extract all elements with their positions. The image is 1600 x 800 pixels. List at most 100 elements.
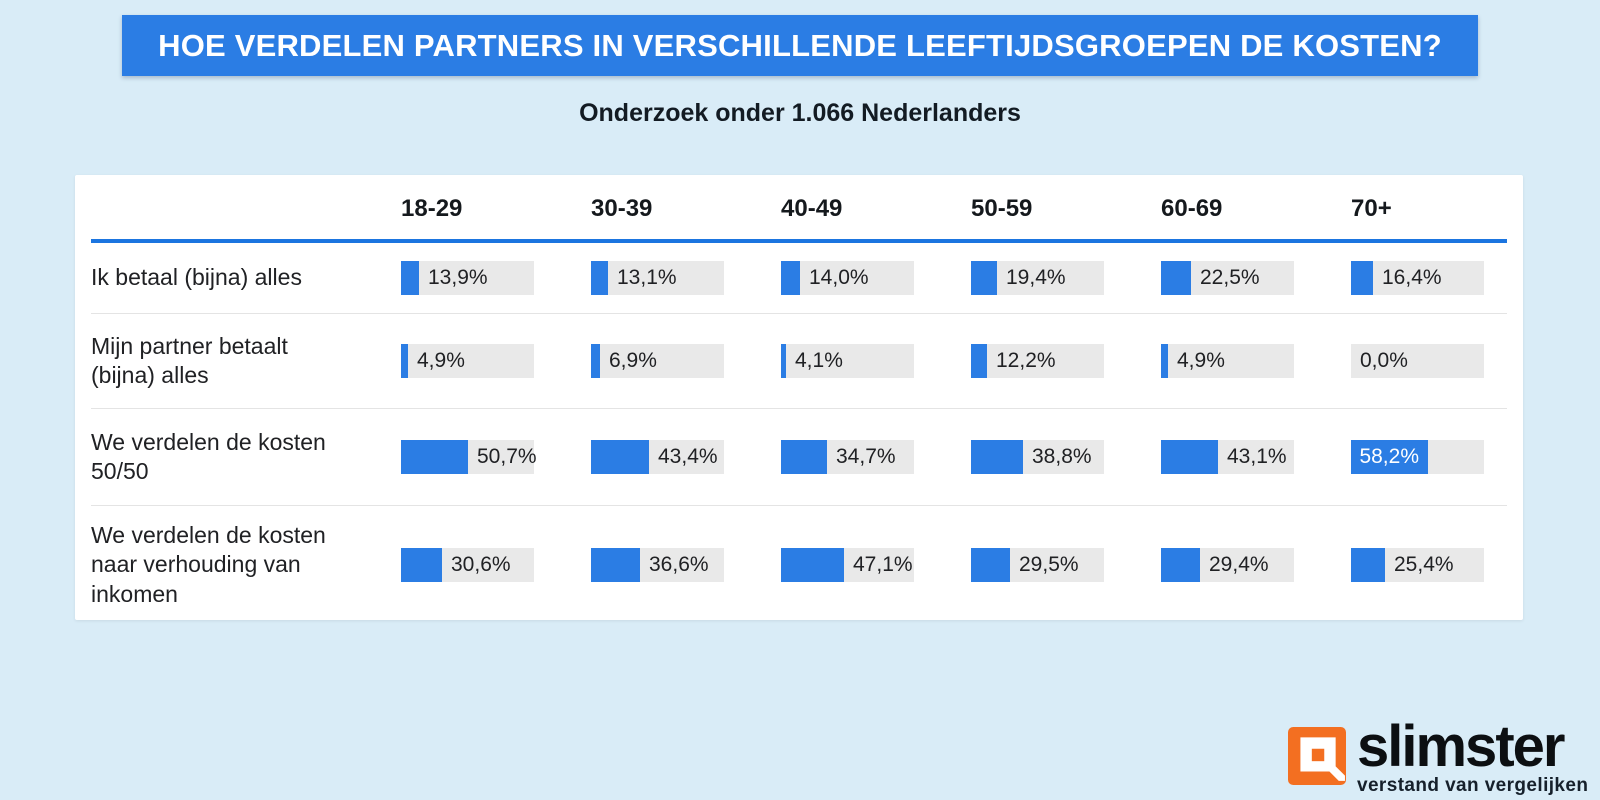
bar-cell: 34,7% (781, 440, 971, 474)
bar-track: 43,4% (591, 440, 724, 474)
bar-fill (1351, 261, 1373, 295)
row-label: We verdelen de kosten 50/50 (91, 428, 326, 484)
bar-value: 43,1% (1227, 445, 1287, 468)
page-subtitle: Onderzoek onder 1.066 Nederlanders (579, 99, 1021, 127)
bar-value: 19,4% (1006, 266, 1066, 289)
column-header-30-39: 30-39 (591, 195, 653, 222)
bar-cell: 29,5% (971, 548, 1161, 582)
bar-value: 58,2% (1359, 445, 1419, 468)
bar-track: 36,6% (591, 548, 724, 582)
page-title: HOE VERDELEN PARTNERS IN VERSCHILLENDE L… (158, 27, 1442, 63)
bar-value: 38,8% (1032, 445, 1092, 468)
column-header-70+: 70+ (1351, 195, 1392, 222)
bar-fill (971, 261, 997, 295)
bar-fill (1161, 261, 1191, 295)
bar-track: 38,8% (971, 440, 1104, 474)
bar-fill (781, 548, 844, 582)
slimster-logo-icon (1288, 727, 1346, 785)
table-body: Ik betaal (bijna) alles 13,9% 13,1% 14,0% 19… (91, 243, 1507, 624)
bar-track: 4,9% (401, 344, 534, 378)
bar-fill (401, 261, 419, 295)
bar-value: 29,4% (1209, 553, 1269, 576)
column-header-50-59: 50-59 (971, 195, 1033, 222)
brand-logo: slimster verstand van vergelijken (1288, 718, 1589, 797)
bar-value: 6,9% (609, 349, 657, 372)
column-header-60-69: 60-69 (1161, 195, 1223, 222)
table-row: We verdelen de kosten naar verhouding va… (91, 505, 1507, 624)
bar-track: 29,5% (971, 548, 1104, 582)
bar-cell: 50,7% (401, 440, 591, 474)
bar-value: 22,5% (1200, 266, 1260, 289)
bar-fill (401, 344, 408, 378)
bar-value: 12,2% (996, 349, 1056, 372)
bar-fill (591, 548, 640, 582)
column-header-18-29: 18-29 (401, 195, 463, 222)
bar-track: 47,1% (781, 548, 914, 582)
bar-track: 43,1% (1161, 440, 1294, 474)
bar-track: 19,4% (971, 261, 1104, 295)
bar-value: 30,6% (451, 553, 511, 576)
bar-track: 29,4% (1161, 548, 1294, 582)
bar-cell: 6,9% (591, 344, 781, 378)
table-row: Ik betaal (bijna) alles 13,9% 13,1% 14,0% 19… (91, 243, 1507, 313)
bar-track: 13,1% (591, 261, 724, 295)
bar-value: 13,1% (617, 266, 677, 289)
bar-cell: 47,1% (781, 548, 971, 582)
title-banner: HOE VERDELEN PARTNERS IN VERSCHILLENDE L… (122, 15, 1478, 76)
bar-fill (1351, 548, 1385, 582)
bar-value: 14,0% (809, 266, 869, 289)
bar-fill (971, 344, 987, 378)
bar-fill (591, 344, 600, 378)
bar-cell: 19,4% (971, 261, 1161, 295)
brand-tagline: verstand van vergelijken (1357, 774, 1589, 796)
bar-cell: 36,6% (591, 548, 781, 582)
row-label: We verdelen de kosten naar verhouding va… (91, 521, 326, 607)
bar-value: 34,7% (836, 445, 896, 468)
bar-fill (781, 344, 786, 378)
bar-track: 4,9% (1161, 344, 1294, 378)
bar-track: 30,6% (401, 548, 534, 582)
bar-fill (1161, 440, 1218, 474)
row-label: Mijn partner betaalt (bijna) alles (91, 332, 288, 388)
bar-value: 13,9% (428, 266, 488, 289)
bar-track: 6,9% (591, 344, 724, 378)
bar-track: 58,2% (1351, 440, 1484, 474)
bar-value: 50,7% (477, 445, 537, 468)
bar-cell: 43,4% (591, 440, 781, 474)
bar-track: 12,2% (971, 344, 1104, 378)
bar-value: 25,4% (1394, 553, 1454, 576)
bar-cell: 4,1% (781, 344, 971, 378)
bar-value: 4,1% (795, 349, 843, 372)
bar-track: 16,4% (1351, 261, 1484, 295)
bar-fill (781, 261, 800, 295)
bar-cell: 43,1% (1161, 440, 1351, 474)
bar-value: 0,0% (1360, 349, 1408, 372)
bar-cell: 13,9% (401, 261, 591, 295)
bar-cell: 4,9% (401, 344, 591, 378)
bar-fill (591, 440, 649, 474)
bar-value: 4,9% (417, 349, 465, 372)
bar-cell: 29,4% (1161, 548, 1351, 582)
bar-cell: 30,6% (401, 548, 591, 582)
bar-cell: 12,2% (971, 344, 1161, 378)
bar-value: 36,6% (649, 553, 709, 576)
bar-cell: 0,0% (1351, 344, 1541, 378)
bar-fill (591, 261, 608, 295)
bar-track: 25,4% (1351, 548, 1484, 582)
bar-value: 43,4% (658, 445, 718, 468)
bar-track: 50,7% (401, 440, 537, 474)
bar-track: 22,5% (1161, 261, 1294, 295)
bar-cell: 14,0% (781, 261, 971, 295)
bar-fill (1351, 440, 1428, 474)
column-header-row: 18-29 30-39 40-49 50-59 60-69 70+ (91, 175, 1507, 239)
column-header-40-49: 40-49 (781, 195, 843, 222)
bar-cell: 13,1% (591, 261, 781, 295)
bar-fill (401, 548, 442, 582)
bar-value: 16,4% (1382, 266, 1442, 289)
bar-fill (1161, 548, 1200, 582)
table-row: Mijn partner betaalt (bijna) alles 4,9% 6,… (91, 313, 1507, 408)
header-rule (91, 239, 1507, 243)
bar-fill (1161, 344, 1168, 378)
bar-fill (971, 548, 1010, 582)
bar-cell: 25,4% (1351, 548, 1541, 582)
